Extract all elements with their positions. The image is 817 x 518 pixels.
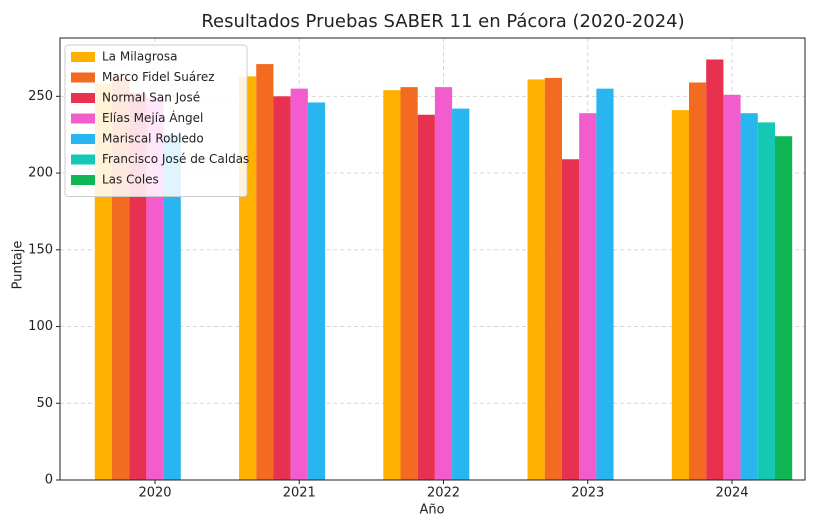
x-tick-label: 2022 <box>427 486 460 501</box>
chart-title: Resultados Pruebas SABER 11 en Pácora (2… <box>201 11 684 32</box>
bar <box>740 113 758 480</box>
y-tick-label: 100 <box>28 319 53 334</box>
bar <box>706 59 724 480</box>
y-tick-label: 250 <box>28 89 53 104</box>
bar <box>561 159 580 481</box>
legend: La Milagrosa Marco Fidel Suárez Normal San… <box>64 44 249 197</box>
legend-label: Mariscal Robledo <box>102 132 204 146</box>
legend-swatch <box>71 72 95 83</box>
bar <box>256 64 274 481</box>
bar <box>273 96 291 480</box>
legend-swatch <box>71 175 95 185</box>
x-tick-label: 2021 <box>283 486 316 501</box>
bar <box>383 90 401 481</box>
y-tick-label: 150 <box>28 242 53 257</box>
legend-label: Marco Fidel Suárez <box>102 70 215 84</box>
plot-frame <box>59 37 806 481</box>
bar <box>417 114 435 480</box>
legend-swatch <box>71 134 95 144</box>
bar <box>290 88 308 480</box>
legend-swatch <box>71 93 95 103</box>
legend-label: Las Coles <box>102 173 159 187</box>
bar <box>527 79 545 480</box>
bar <box>400 87 418 480</box>
bar <box>434 87 453 480</box>
legend-swatch <box>71 113 95 124</box>
bar <box>544 77 562 481</box>
y-tick-label: 50 <box>36 396 53 411</box>
legend-label: Elías Mejía Ángel <box>102 110 203 125</box>
legend-label: Francisco José de Caldas <box>102 152 249 166</box>
bar <box>452 108 470 480</box>
x-tick-label: 2024 <box>715 486 748 501</box>
legend-box <box>64 44 248 197</box>
legend-swatch <box>71 154 95 165</box>
bar <box>775 136 793 480</box>
bar <box>723 94 741 480</box>
y-axis-label: Puntaje <box>11 241 26 290</box>
bar <box>579 113 597 480</box>
bar <box>757 122 775 480</box>
legend-label: La Milagrosa <box>102 50 177 64</box>
bar <box>596 88 614 480</box>
bar <box>163 134 181 480</box>
legend-swatch <box>71 52 95 62</box>
bar <box>307 102 326 480</box>
legend-label: Normal San José <box>102 91 200 105</box>
x-axis-label: Año <box>419 503 444 518</box>
x-tick-label: 2020 <box>138 486 171 501</box>
y-tick-label: 0 <box>45 473 53 488</box>
x-tick-label: 2023 <box>571 486 604 501</box>
bar <box>689 82 707 480</box>
bar <box>671 110 689 480</box>
y-tick-label: 200 <box>28 166 53 181</box>
